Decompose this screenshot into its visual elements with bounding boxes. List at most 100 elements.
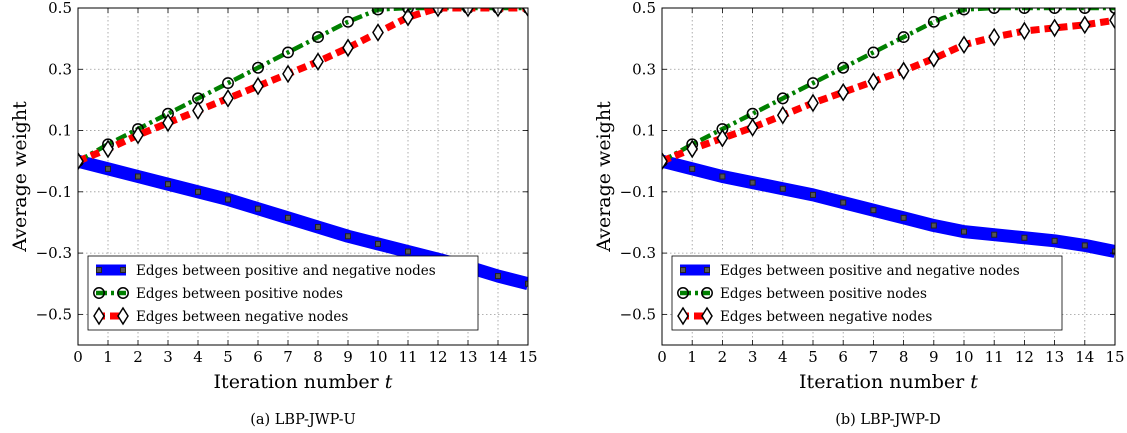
data-point: [930, 222, 937, 229]
data-point: [282, 64, 294, 84]
y-tick-label: −0.1: [36, 183, 72, 201]
data-point: [867, 72, 880, 91]
x-tick-label: 9: [343, 348, 353, 366]
chart-panel-a: 0 1 2 3 4 5 6 7 8 9 10 11 12 13 14 150.50.30.1−0.1−0.3−…: [9, 0, 538, 428]
data-point: [312, 52, 324, 72]
data-point: [1021, 234, 1028, 241]
y-axis-label: Average weight: [9, 101, 31, 253]
legend-marker: [120, 267, 126, 273]
data-point: [78, 151, 84, 171]
y-axis-label: Average weight: [593, 101, 615, 253]
x-tick-label: 6: [253, 348, 263, 366]
data-point: [870, 207, 877, 214]
data-point: [165, 181, 171, 188]
data-point: [897, 61, 910, 81]
x-tick-label: 11: [398, 348, 417, 366]
legend: Edges between positive and negative node…: [671, 255, 1063, 331]
data-point: [810, 191, 816, 198]
y-tick-label: −0.3: [620, 244, 656, 262]
x-tick-label: 1: [687, 348, 697, 366]
figure-caption: (a) LBP-JWP-U: [250, 412, 356, 428]
legend-box: [87, 255, 479, 331]
legend-marker: [117, 287, 129, 299]
data-point: [372, 8, 384, 16]
data-point: [867, 46, 880, 59]
data-point: [927, 49, 940, 68]
data-point: [405, 248, 411, 255]
legend-entry-label: Edges between negative nodes: [136, 309, 348, 325]
data-point: [991, 231, 998, 238]
series-1: [662, 154, 1115, 258]
axes: 0 1 2 3 4 5 6 7 8 9 10 11 12 13 14 150.50.30.1−0.1−0.3−…: [620, 0, 1125, 366]
x-tick-label: 10: [368, 348, 387, 366]
data-point: [927, 15, 940, 28]
axes-frame: [661, 7, 1116, 346]
data-point: [716, 128, 729, 148]
data-point: [132, 125, 144, 145]
data-point: [689, 165, 696, 172]
data-point: [746, 118, 759, 137]
x-tick-label: 10: [954, 348, 973, 366]
legend-marker: [677, 287, 689, 299]
legend-marker: [701, 306, 713, 326]
legend-entry-label: Edges between positive nodes: [136, 286, 343, 302]
data-point: [1109, 10, 1115, 30]
y-tick-label: −0.1: [620, 183, 656, 201]
axes: 0 1 2 3 4 5 6 7 8 9 10 11 12 13 14 150.50.30.1−0.1−0.3−…: [36, 0, 538, 366]
data-point: [342, 15, 354, 28]
x-tick-label: 5: [808, 348, 818, 366]
data-point: [342, 38, 354, 58]
legend-entry-label: Edges between negative nodes: [720, 309, 932, 325]
data-point: [222, 88, 234, 108]
data-point: [837, 61, 850, 74]
data-point: [662, 151, 668, 171]
x-tick-label: 0: [657, 348, 667, 366]
data-point: [282, 46, 294, 59]
data-point: [255, 205, 261, 212]
series-line: [78, 8, 528, 164]
data-point: [807, 77, 819, 90]
legend-marker: [96, 267, 102, 273]
data-point: [1018, 21, 1031, 41]
y-tick-label: 0.5: [48, 0, 72, 17]
data-point: [315, 224, 321, 231]
data-point: [222, 77, 234, 90]
data-point: [252, 76, 264, 96]
x-tick-label: 2: [718, 348, 728, 366]
data-point: [958, 8, 970, 16]
data-point: [837, 82, 850, 102]
series-3: [662, 10, 1115, 171]
x-tick-label: 14: [1075, 348, 1094, 366]
x-tick-label: 12: [1015, 348, 1034, 366]
legend-entry-label: Edges between positive and negative node…: [720, 263, 1020, 279]
series-line: [78, 8, 528, 165]
data-point: [372, 23, 384, 42]
data-point: [1051, 237, 1058, 244]
series-2: [78, 8, 528, 168]
data-point: [1078, 15, 1091, 35]
x-tick-label: 13: [1045, 348, 1064, 366]
data-point: [252, 61, 264, 74]
data-point: [1048, 8, 1061, 14]
x-tick-label: 8: [899, 348, 909, 366]
legend-box: [671, 255, 1063, 331]
data-point: [1112, 248, 1115, 255]
data-point: [225, 196, 231, 203]
x-axis-label: Iteration number t: [214, 371, 393, 393]
x-tick-label: 7: [283, 348, 293, 366]
data-point: [900, 214, 907, 221]
x-tick-label: 14: [488, 348, 507, 366]
legend: Edges between positive and negative node…: [87, 255, 479, 331]
x-tick-label: 1: [103, 348, 113, 366]
data-point: [195, 188, 201, 195]
data-point: [1048, 18, 1061, 38]
data-point: [686, 139, 699, 159]
x-tick-label: 5: [223, 348, 233, 366]
x-tick-label: 6: [838, 348, 848, 366]
legend-marker: [117, 306, 129, 326]
x-tick-label: 0: [73, 348, 83, 366]
figure-caption: (b) LBP-JWP-D: [835, 412, 941, 428]
x-tick-label: 9: [929, 348, 939, 366]
data-point: [1081, 242, 1088, 249]
